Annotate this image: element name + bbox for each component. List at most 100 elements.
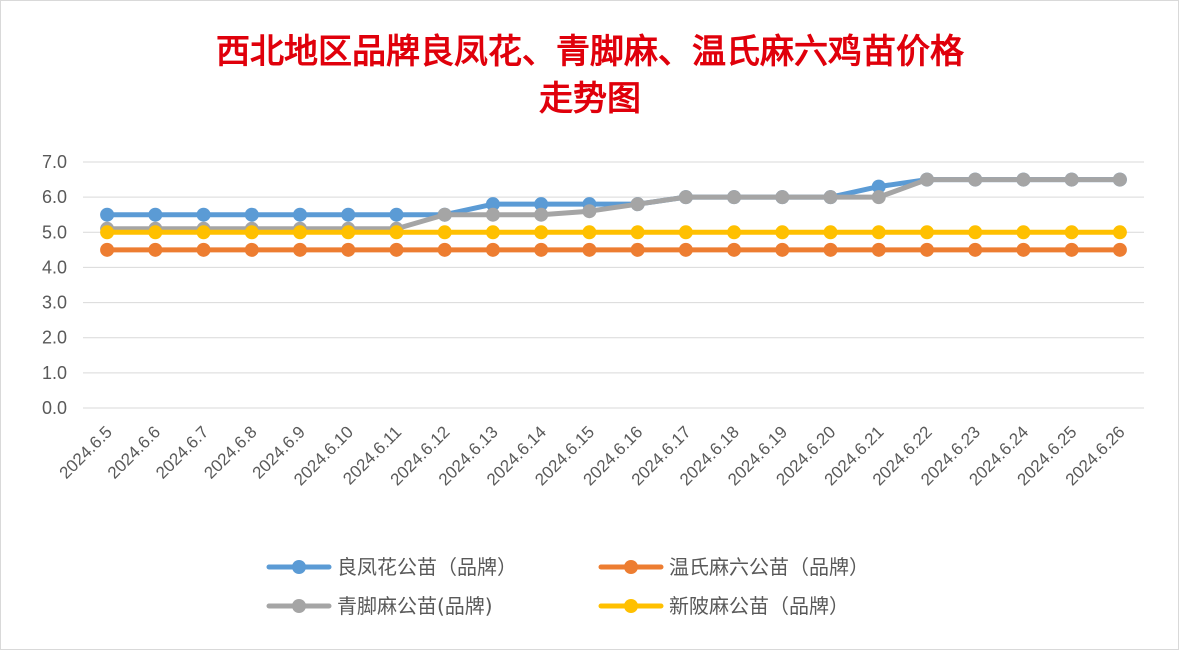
y-tick-label: 4.0 xyxy=(42,257,67,277)
legend: 良凤花公苗（品牌） 温氏麻六公苗（品牌） 青脚麻公苗(品牌) 新陂麻公苗（品牌） xyxy=(266,555,869,618)
data-point xyxy=(871,179,886,194)
data-point xyxy=(100,225,115,240)
series-group xyxy=(100,242,1127,257)
series-lines xyxy=(100,172,1127,257)
data-point xyxy=(1112,172,1127,187)
data-point xyxy=(244,242,259,257)
data-point xyxy=(485,197,500,212)
data-point xyxy=(1064,172,1079,187)
legend-item: 青脚麻公苗(品牌) xyxy=(266,594,493,618)
data-point xyxy=(630,225,645,240)
legend-label: 新陂麻公苗（品牌） xyxy=(669,594,849,618)
data-point xyxy=(534,197,549,212)
data-point xyxy=(341,242,356,257)
y-tick-label: 1.0 xyxy=(42,363,67,383)
data-point xyxy=(630,197,645,212)
data-point xyxy=(293,207,308,222)
data-point xyxy=(437,207,452,222)
legend-swatch-marker xyxy=(624,560,638,574)
data-point xyxy=(534,225,549,240)
data-point xyxy=(389,207,404,222)
x-tick-label: 2024.6.7 xyxy=(152,422,212,482)
legend-label: 青脚麻公苗(品牌) xyxy=(337,594,493,618)
data-point xyxy=(437,225,452,240)
data-point xyxy=(389,225,404,240)
data-point xyxy=(1112,225,1127,240)
data-point xyxy=(196,225,211,240)
data-point xyxy=(871,190,886,205)
data-point xyxy=(678,225,693,240)
data-point xyxy=(630,242,645,257)
data-point xyxy=(196,242,211,257)
data-point xyxy=(437,242,452,257)
legend-swatch-marker xyxy=(292,560,306,574)
data-point xyxy=(100,207,115,222)
y-tick-label: 0.0 xyxy=(42,398,67,418)
data-point xyxy=(196,207,211,222)
data-point xyxy=(485,207,500,222)
series-group xyxy=(100,225,1127,240)
data-point xyxy=(678,190,693,205)
legend-swatch-marker xyxy=(292,599,306,613)
y-axis-ticks: 0.0 1.0 2.0 3.0 4.0 5.0 6.0 7.0 xyxy=(42,152,67,418)
data-point xyxy=(775,242,790,257)
data-point xyxy=(1064,242,1079,257)
x-tick-label: 2024.6.5 xyxy=(56,422,116,482)
data-point xyxy=(534,207,549,222)
x-tick-label: 2024.6.6 xyxy=(104,422,164,482)
y-tick-label: 3.0 xyxy=(42,293,67,313)
data-point xyxy=(678,242,693,257)
y-tick-label: 6.0 xyxy=(42,187,67,207)
x-axis-ticks: 2024.6.52024.6.62024.6.72024.6.82024.6.9… xyxy=(56,422,1129,489)
data-point xyxy=(1016,172,1031,187)
data-point xyxy=(919,242,934,257)
data-point xyxy=(871,225,886,240)
data-point xyxy=(389,242,404,257)
legend-label: 良凤花公苗（品牌） xyxy=(337,555,517,579)
data-point xyxy=(919,225,934,240)
y-tick-label: 2.0 xyxy=(42,328,67,348)
data-point xyxy=(293,242,308,257)
data-point xyxy=(485,225,500,240)
data-point xyxy=(775,225,790,240)
y-tick-label: 7.0 xyxy=(42,152,67,172)
data-point xyxy=(968,172,983,187)
data-point xyxy=(1016,225,1031,240)
data-point xyxy=(1064,225,1079,240)
data-point xyxy=(293,225,308,240)
data-point xyxy=(582,225,597,240)
legend-item: 新陂麻公苗（品牌） xyxy=(598,594,849,618)
data-point xyxy=(823,225,838,240)
x-tick-label: 2024.6.8 xyxy=(200,422,260,482)
data-point xyxy=(485,242,500,257)
data-point xyxy=(968,242,983,257)
data-point xyxy=(823,242,838,257)
legend-swatch-marker xyxy=(624,599,638,613)
gridlines xyxy=(83,161,1144,409)
data-point xyxy=(244,207,259,222)
data-point xyxy=(871,242,886,257)
legend-item: 良凤花公苗（品牌） xyxy=(266,555,517,579)
data-point xyxy=(727,242,742,257)
legend-item: 温氏麻六公苗（品牌） xyxy=(598,555,869,579)
data-point xyxy=(968,225,983,240)
data-point xyxy=(582,242,597,257)
data-point xyxy=(1016,242,1031,257)
data-point xyxy=(582,204,597,219)
chart-title: 西北地区品牌良凤花、青脚麻、温氏麻六鸡苗价格 xyxy=(216,32,965,72)
series-group xyxy=(100,172,1127,236)
data-point xyxy=(534,242,549,257)
y-tick-label: 5.0 xyxy=(42,222,67,242)
data-point xyxy=(341,207,356,222)
data-point xyxy=(727,190,742,205)
data-point xyxy=(727,225,742,240)
data-point xyxy=(775,190,790,205)
data-point xyxy=(148,207,163,222)
chart-subtitle: 走势图 xyxy=(539,79,641,119)
data-point xyxy=(823,190,838,205)
legend-label: 温氏麻六公苗（品牌） xyxy=(669,555,869,579)
data-point xyxy=(919,172,934,187)
data-point xyxy=(148,242,163,257)
